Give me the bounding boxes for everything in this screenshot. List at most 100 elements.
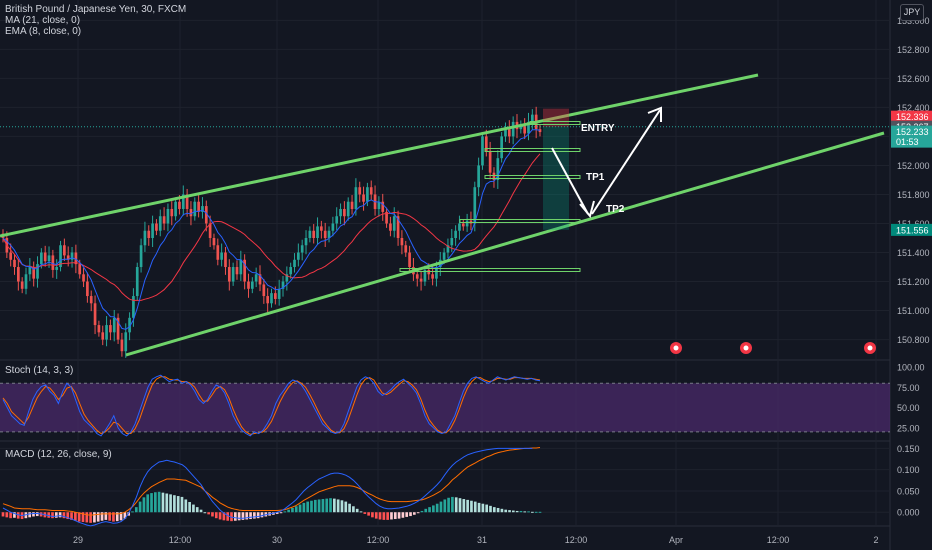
candle-body [93, 303, 97, 326]
macd-histogram-bar [534, 511, 538, 513]
macd-tick-label: 0.050 [897, 486, 920, 496]
macd-histogram-bar [35, 512, 39, 517]
macd-histogram-bar [241, 512, 245, 520]
macd-histogram-bar [173, 495, 176, 513]
time-tick-label: 30 [272, 535, 282, 545]
annotation-tp2: TP2 [606, 204, 625, 215]
macd-histogram-bar [420, 510, 424, 513]
macd-histogram-bar [66, 512, 70, 520]
candle-body [128, 317, 131, 333]
candle-body [20, 281, 24, 289]
macd-histogram-bar [192, 504, 195, 513]
candle-body [404, 245, 408, 253]
macd-histogram-bar [397, 512, 401, 519]
macd-histogram-bar [485, 504, 489, 513]
macd-histogram-bar [344, 501, 348, 513]
candle-body [358, 187, 362, 195]
price-tick-label: 152.600 [897, 74, 930, 84]
candle-body [488, 150, 492, 173]
countdown-label: 01:53 [896, 137, 919, 147]
price-tick-label: 152.400 [897, 103, 930, 113]
candle-body [239, 259, 243, 275]
price-tick-label: 151.200 [897, 277, 930, 287]
stoch-legend: Stoch (14, 3, 3) [5, 365, 73, 376]
macd-histogram-bar [481, 503, 485, 513]
candle-body [135, 267, 139, 297]
macd-histogram-bar [470, 500, 473, 513]
candle-body [385, 211, 388, 224]
level-line [459, 219, 581, 223]
candle-body [281, 281, 285, 289]
candle-body [32, 267, 36, 279]
macd-histogram-bar [28, 512, 31, 518]
candle-body [504, 129, 507, 137]
candle-body [124, 332, 128, 352]
macd-histogram-bar [500, 508, 504, 513]
candle-body [63, 245, 66, 256]
candle-body [392, 216, 396, 231]
macd-histogram-bar [294, 506, 298, 513]
price-tick-label: 152.800 [897, 45, 930, 55]
candle-body [78, 264, 82, 275]
macd-histogram-bar [306, 501, 310, 513]
candle-body [366, 187, 369, 202]
candle-body [13, 259, 16, 268]
candle-body [331, 223, 335, 231]
candle-body [158, 216, 162, 231]
macd-histogram-bar [142, 497, 146, 513]
macd-histogram-bar [458, 498, 462, 513]
macd-histogram-bar [230, 512, 233, 522]
candle-body [400, 238, 404, 246]
macd-histogram-bar [237, 512, 241, 521]
macd-histogram-bar [165, 493, 169, 513]
candle-body [327, 230, 331, 238]
candle-body [304, 238, 308, 246]
candle-body [270, 293, 273, 304]
main-legend: British Pound / Japanese Yen, 30, FXCM M… [5, 4, 186, 37]
candle-body [530, 114, 534, 122]
candle-body [70, 252, 74, 260]
macd-histogram-bar [291, 507, 294, 513]
time-tick-label: 12:00 [169, 535, 192, 545]
time-tick-label: Apr [669, 535, 683, 545]
macd-histogram-bar [405, 512, 409, 517]
price-axis: 150.800151.000151.200151.400151.600151.8… [0, 16, 932, 518]
channel-upper-line [0, 73, 759, 238]
macd-histogram-bar [523, 511, 527, 513]
macd-histogram-bar [378, 512, 382, 520]
macd-histogram-bar [355, 508, 359, 513]
candle-body [51, 255, 55, 270]
candle-body [109, 325, 112, 333]
candle-body [143, 230, 147, 246]
candle-body [243, 259, 246, 282]
candle-body [208, 223, 212, 238]
candle-body [431, 274, 434, 279]
macd-histogram-bar [451, 496, 454, 513]
currency-button[interactable]: JPY [900, 4, 924, 21]
macd-histogram-bar [393, 512, 397, 520]
macd-histogram-bar [134, 507, 138, 513]
candle-body [312, 230, 316, 238]
macd-histogram-bar [218, 512, 222, 520]
candle-body [132, 296, 135, 318]
arrow-down-line [551, 147, 589, 215]
macd-histogram-bar [317, 499, 321, 513]
macd-histogram-bar [131, 511, 134, 513]
macd-histogram-bar [154, 492, 157, 513]
macd-histogram-bar [310, 500, 313, 513]
annotation-entry: ENTRY [581, 123, 615, 134]
macd-histogram-bar [336, 499, 340, 513]
macd-histogram-bar [211, 512, 214, 517]
macd-histogram-bar [371, 512, 374, 518]
macd-histogram-bar [473, 501, 477, 513]
macd-histogram-bar [74, 512, 77, 521]
candle-body [362, 194, 365, 202]
macd-line [2, 447, 533, 527]
macd-histogram-bar [462, 499, 466, 513]
macd-histogram-bar [100, 512, 104, 521]
candle-body [43, 252, 47, 262]
price-label-box [891, 223, 932, 236]
macd-histogram-bar [226, 512, 230, 521]
candle-body [523, 124, 526, 134]
